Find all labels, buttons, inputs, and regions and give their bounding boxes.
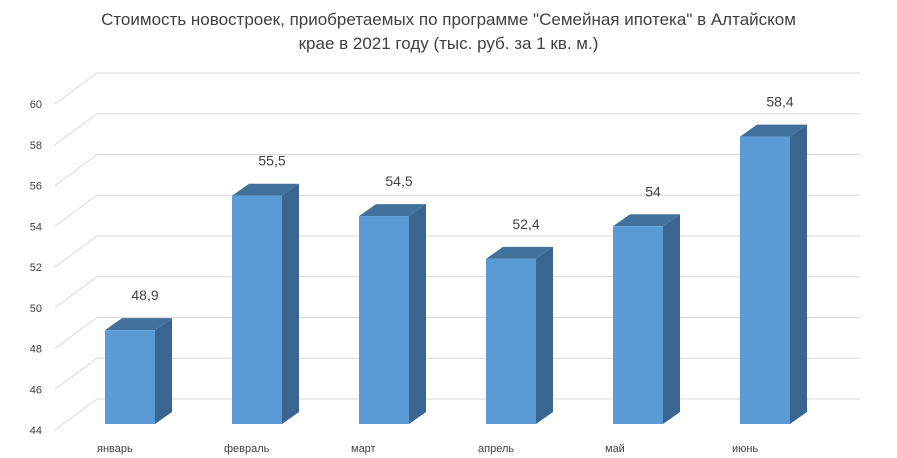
bar	[740, 136, 790, 424]
data-label: 54,5	[385, 173, 412, 189]
bar-side	[282, 183, 299, 424]
y-tick-label: 54	[30, 221, 42, 233]
bar-side	[536, 246, 553, 424]
data-label: 52,4	[512, 216, 539, 232]
data-label: 48,9	[131, 287, 158, 303]
bar-side	[790, 124, 807, 424]
bar-side	[409, 204, 426, 424]
gridline-diagonal	[54, 357, 98, 390]
y-tick-label: 46	[30, 384, 42, 396]
chart-title-line-1: Стоимость новостроек, приобретаемых по п…	[101, 10, 796, 29]
bar-top	[232, 183, 299, 196]
bar-side	[663, 214, 680, 424]
gridline-diagonal	[54, 235, 98, 268]
bar	[613, 226, 663, 424]
bar-side	[155, 318, 172, 424]
bar-top	[740, 124, 807, 137]
y-tick-label: 56	[30, 181, 42, 193]
x-category-label: апрель	[478, 443, 514, 455]
y-tick-label: 50	[30, 303, 42, 315]
chart-title-line-2: крае в 2021 году (тыс. руб. за 1 кв. м.)	[298, 34, 599, 53]
bar-top	[613, 214, 680, 227]
y-tick-label: 58	[30, 140, 42, 152]
bar	[486, 258, 536, 424]
x-category-label: март	[351, 443, 376, 455]
bar	[359, 216, 409, 424]
y-tick-label: 60	[30, 99, 42, 111]
data-label: 55,5	[258, 153, 285, 169]
gridline-diagonal	[54, 72, 98, 105]
bar	[232, 195, 282, 424]
y-tick-label: 52	[30, 262, 42, 274]
gridline-diagonal	[54, 113, 98, 146]
gridline-diagonal	[54, 398, 98, 431]
gridline-diagonal	[54, 276, 98, 309]
y-tick-label: 48	[30, 344, 42, 356]
x-category-label: май	[605, 443, 625, 455]
bar-top	[105, 318, 172, 331]
data-label: 58,4	[766, 94, 793, 110]
gridline-diagonal	[54, 194, 98, 227]
gridline-diagonal	[54, 154, 98, 186]
chart-title: Стоимость новостроек, приобретаемых по п…	[0, 8, 897, 56]
bar-top	[486, 246, 553, 259]
bar-top	[359, 204, 426, 217]
data-label: 54	[645, 183, 661, 199]
x-category-label: февраль	[224, 443, 270, 455]
x-category-label: январь	[97, 443, 133, 455]
bar	[105, 330, 155, 424]
x-category-label: июнь	[732, 443, 758, 455]
y-tick-label: 44	[30, 425, 42, 437]
gridline-diagonal	[54, 317, 98, 349]
